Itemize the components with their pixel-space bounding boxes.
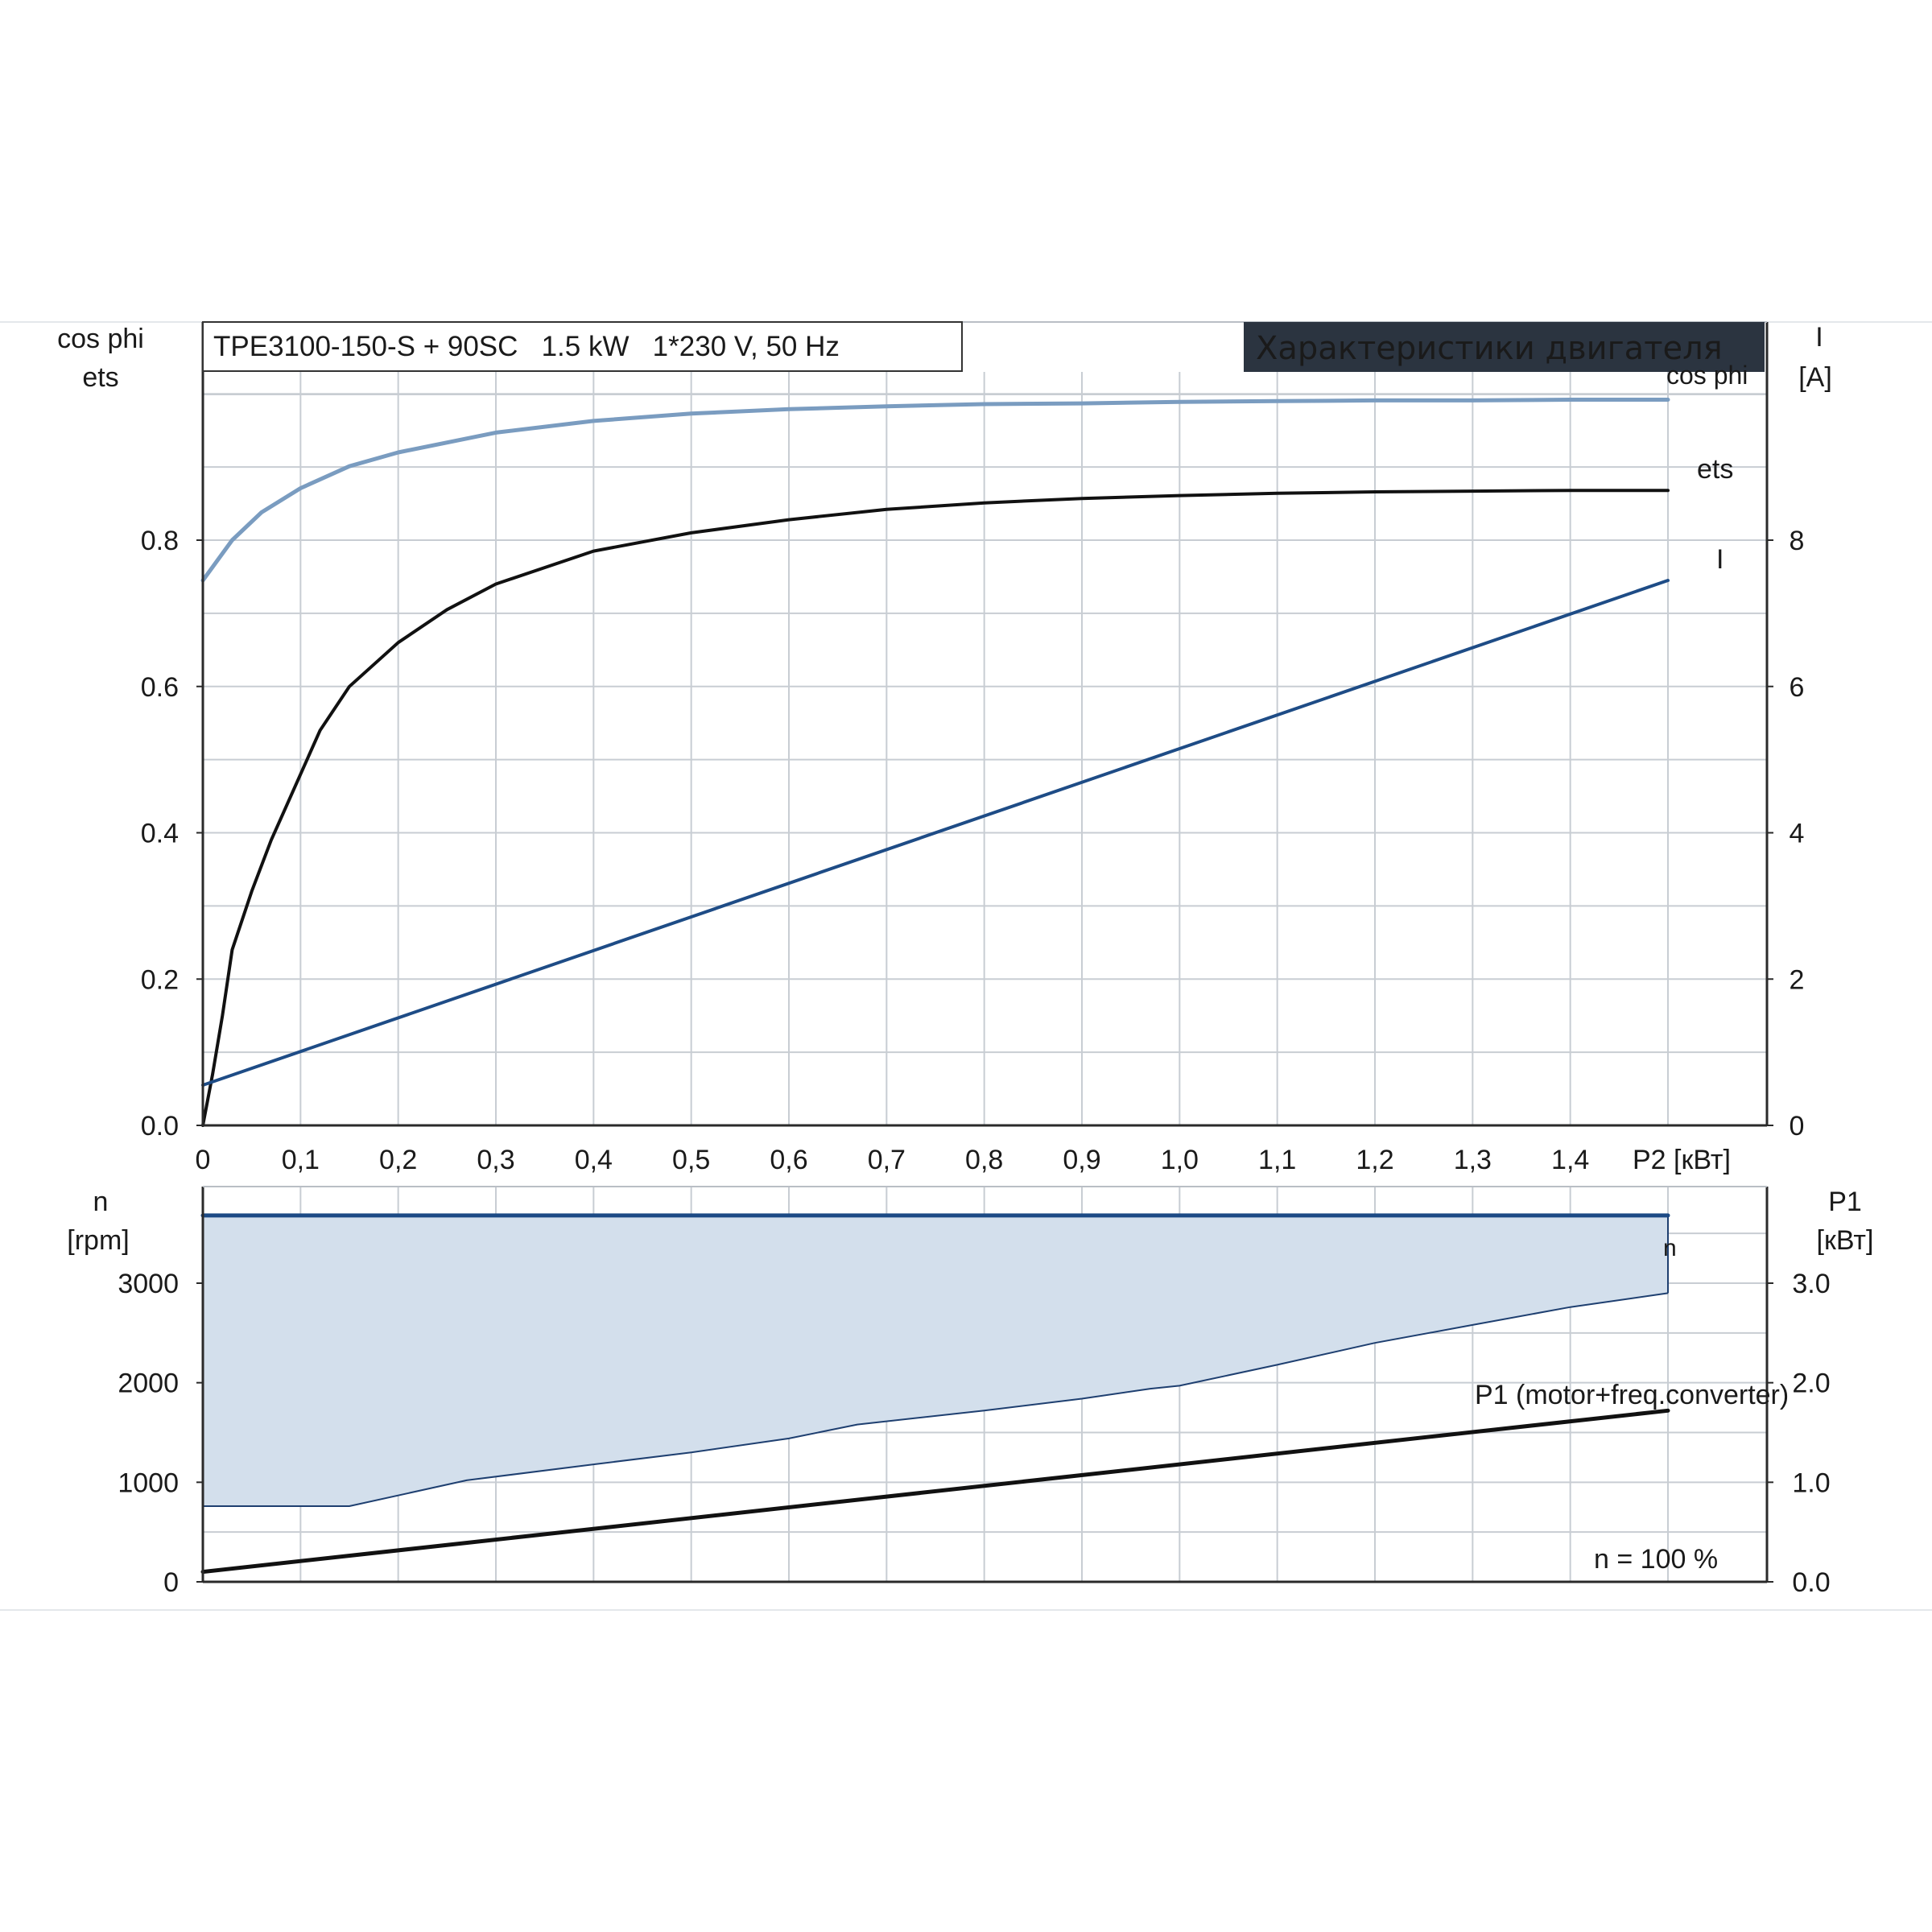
y-right-label-unit: [A] xyxy=(1798,362,1832,393)
series-line-cos-phi xyxy=(200,398,1670,583)
x-tick-label: 0,3 xyxy=(477,1145,514,1175)
x-tick-label: 0,4 xyxy=(575,1145,613,1175)
labels: 0.0 0.2 0.4 0.6 0.8 0 2 4 6 8 0 0,1 0,2 0,3 0,4 0,5 0,6 0… xyxy=(57,322,1873,1598)
series-label-n: n xyxy=(1663,1235,1677,1261)
y-left-label-n: n xyxy=(93,1187,109,1217)
speed-range-area xyxy=(203,1215,1668,1506)
x-tick-label: 0,5 xyxy=(672,1145,710,1175)
top-left-tick-label: 0.4 xyxy=(141,819,179,849)
model-box: TPE3100-150-S + 90SC 1.5 kW 1*230 V, 50 … xyxy=(202,321,963,372)
x-tick-label: 1,4 xyxy=(1551,1145,1589,1175)
series-line-p1 xyxy=(200,1408,1670,1575)
bottom-right-tick-label: 2.0 xyxy=(1792,1368,1830,1399)
speed-range-lower-edge xyxy=(203,1292,1669,1507)
x-axis-label: P2 [кВт] xyxy=(1633,1145,1731,1175)
x-tick-label: 1,0 xyxy=(1161,1145,1199,1175)
series-label-i: I xyxy=(1716,544,1724,575)
x-tick-label: 0,9 xyxy=(1063,1145,1100,1175)
bottom-left-tick-label: 2000 xyxy=(118,1368,179,1399)
top-right-tick-label: 6 xyxy=(1790,672,1805,703)
bottom-right-tick-label: 3.0 xyxy=(1792,1269,1830,1299)
y-right-label-kw: [кВт] xyxy=(1817,1225,1874,1256)
series-layer xyxy=(200,398,1670,1575)
y-left-label-cosphi: cos phi xyxy=(57,324,144,354)
x-tick-label: 0,7 xyxy=(868,1145,906,1175)
top-right-tick-label: 8 xyxy=(1790,526,1805,556)
top-left-tick-label: 0.0 xyxy=(141,1111,179,1141)
top-left-tick-label: 0.6 xyxy=(141,672,179,703)
bottom-left-tick-label: 0 xyxy=(163,1567,179,1598)
speed-annotation: n = 100 % xyxy=(1594,1544,1718,1575)
series-label-ets: ets xyxy=(1697,454,1733,485)
top-right-tick-label: 4 xyxy=(1790,819,1805,849)
top-left-tick-label: 0.8 xyxy=(141,526,179,556)
series-label-p1: P1 (motor+freq.converter) xyxy=(1475,1380,1789,1410)
chart-title: Характеристики двигателя xyxy=(1256,330,1723,367)
x-tick-label: 1,3 xyxy=(1454,1145,1492,1175)
top-right-tick-label: 0 xyxy=(1790,1111,1805,1141)
x-tick-label: 1,2 xyxy=(1356,1145,1393,1175)
y-left-label-rpm: [rpm] xyxy=(67,1225,129,1256)
x-tick-label: 1,1 xyxy=(1258,1145,1296,1175)
bottom-right-tick-label: 1.0 xyxy=(1792,1468,1830,1498)
title-badge: Характеристики двигателя xyxy=(1244,322,1765,372)
model-box-text: TPE3100-150-S + 90SC 1.5 kW 1*230 V, 50 … xyxy=(213,331,840,362)
y-right-label-p1: P1 xyxy=(1828,1187,1862,1217)
x-tick-label: 0 xyxy=(196,1145,211,1175)
model-box-frame xyxy=(202,321,963,372)
operating-band xyxy=(202,1215,1669,1507)
top-right-tick-label: 2 xyxy=(1790,964,1805,995)
y-right-label-i: I xyxy=(1815,322,1823,353)
x-tick-label: 0,2 xyxy=(379,1145,417,1175)
top-left-tick-label: 0.2 xyxy=(141,964,179,995)
x-tick-label: 0,8 xyxy=(965,1145,1003,1175)
bottom-right-tick-label: 0.0 xyxy=(1792,1567,1830,1598)
series-line-i xyxy=(201,579,1670,1087)
bottom-left-tick-label: 3000 xyxy=(118,1269,179,1299)
series-label-cosphi: cos phi xyxy=(1666,361,1748,390)
bottom-left-tick-label: 1000 xyxy=(118,1468,179,1498)
series-line-ets xyxy=(201,489,1670,1127)
y-left-label-ets: ets xyxy=(82,362,118,393)
title-badge-bg xyxy=(1244,322,1765,372)
x-tick-label: 0,6 xyxy=(770,1145,807,1175)
x-tick-label: 0,1 xyxy=(282,1145,320,1175)
